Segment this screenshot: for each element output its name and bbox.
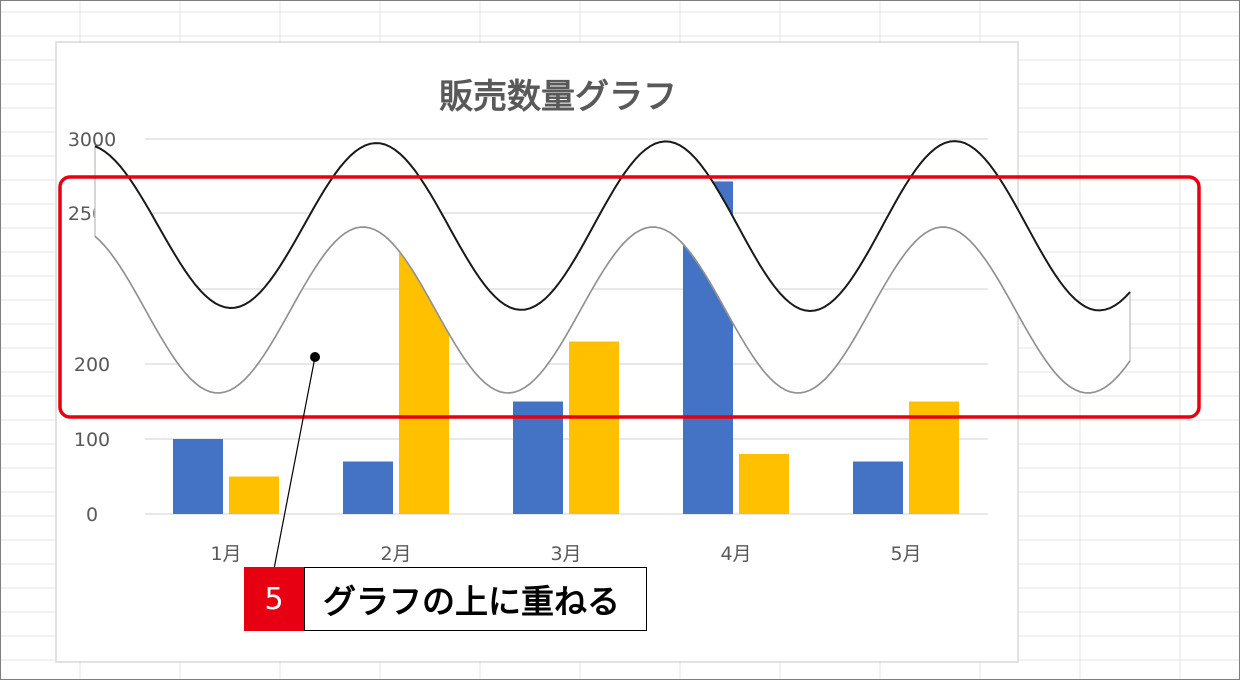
- bar: [569, 341, 619, 514]
- bar: [513, 401, 563, 514]
- callout-text: グラフの上に重ねる: [304, 567, 647, 631]
- x-tick-label: 3月: [550, 543, 581, 565]
- bar: [173, 439, 223, 514]
- x-axis-tick-labels: 1月 2月 3月 4月 5月: [210, 543, 921, 565]
- bar: [229, 476, 279, 514]
- x-tick-label: 2月: [380, 543, 411, 565]
- chart-title: 販売数量グラフ: [439, 77, 677, 117]
- wave-edge-bottom: [94, 226, 1131, 394]
- y-tick-label: 100: [74, 429, 110, 451]
- callout: 5 グラフの上に重ねる: [244, 567, 647, 631]
- wave-edge-top: [94, 140, 1131, 313]
- bar: [909, 401, 959, 514]
- x-tick-label: 5月: [890, 543, 921, 565]
- step-number-badge: 5: [244, 567, 304, 631]
- x-tick-label: 1月: [210, 543, 241, 565]
- x-tick-label: 4月: [720, 543, 751, 565]
- axis-break-wave: [94, 140, 1131, 394]
- bar: [739, 454, 789, 514]
- callout-leader-line: [273, 356, 316, 570]
- highlight-box: [58, 175, 1201, 419]
- y-tick-label: 200: [74, 354, 110, 376]
- y-tick-label: 0: [86, 504, 98, 526]
- bar: [853, 461, 903, 514]
- bar: [343, 461, 393, 514]
- callout-leader-dot: [310, 352, 320, 362]
- y-tick-label: 3000: [68, 129, 116, 151]
